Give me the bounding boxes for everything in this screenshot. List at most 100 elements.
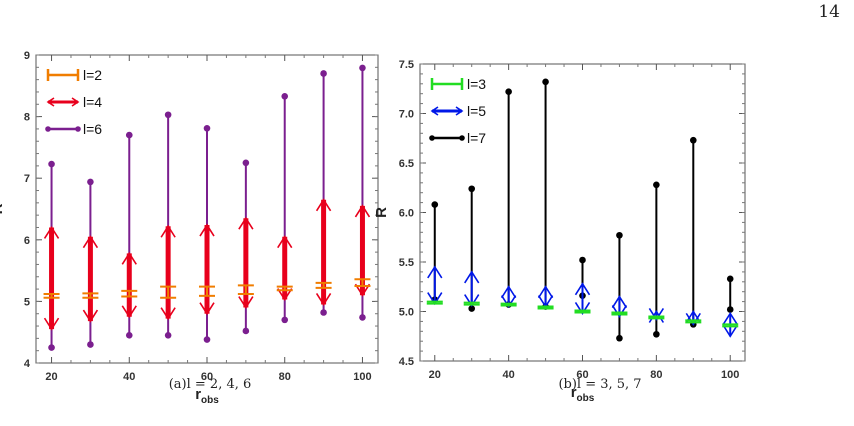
chart0-l=4-cap-low-8	[354, 283, 371, 297]
chart1-x-axis-label-sub: obs	[577, 393, 595, 404]
chart0-ytick-label-0: 4	[24, 358, 31, 370]
chart1-legend-label-l=7: l=7	[467, 130, 486, 146]
chart0-ytick-label-3: 7	[24, 173, 30, 185]
chart0-l=6-cap-high-1	[87, 178, 94, 186]
chart1-l=7-cap-low-5	[616, 334, 623, 342]
chart1-l=5-cap-high-8	[722, 311, 738, 325]
page-number: 14	[818, 2, 840, 22]
chart1-l=5-cap-high-0	[427, 265, 443, 279]
chart1-l=5-cap-low-7	[685, 312, 701, 326]
chart1-l=7-cap-low-6	[653, 330, 660, 338]
chart1-l=7-cap-high-6	[653, 181, 660, 189]
chart0-l=6-cap-high-8	[359, 64, 366, 72]
chart-right: 20 40 60 80 100 4.5 5.0 5.5 6.0 6.5 7.0 7.5 robs Rl=3…	[373, 59, 746, 404]
chart0-xtick-label-3: 80	[279, 371, 291, 383]
chart0-legend-marker-left-l=4	[46, 97, 55, 107]
chart1-y-axis-label: R	[373, 207, 390, 218]
chart0-l=6-cap-high-6	[281, 92, 289, 100]
chart1-series-l=3	[426, 300, 739, 328]
chart1-legend-marker-left-l=5	[430, 106, 439, 116]
chart0-y-axis-label: R	[0, 203, 6, 214]
chart0-legend-item-l=6: l=6	[45, 121, 102, 137]
chart1-xtick-label-3: 80	[650, 369, 662, 381]
chart0-l=4-cap-high-7	[315, 198, 332, 212]
chart0-legend-marker-right-l=4	[71, 97, 80, 107]
caption-left: (a)l = 2, 4, 6	[168, 377, 252, 392]
chart0-legend-marker-left-l=6	[45, 126, 51, 132]
chart1-l=5-cap-high-2	[500, 285, 517, 299]
chart0-legend-marker-right-l=6	[75, 126, 81, 132]
chart1-l=5-cap-low-5	[611, 305, 628, 318]
chart1-l=7-cap-high-2	[505, 88, 512, 96]
chart0-l=4-cap-low-4	[199, 302, 215, 316]
chart0-l=6-cap-low-8	[359, 314, 366, 321]
chart0-l=4-cap-high-1	[82, 235, 99, 249]
chart1-legend-item-l=7: l=7	[429, 130, 486, 146]
chart0-legend-item-l=2: l=2	[46, 67, 102, 83]
chart1-ytick-label-0: 4.5	[399, 356, 414, 368]
chart0-l=4-cap-high-3	[160, 224, 176, 238]
chart0-l=4-cap-low-2	[121, 305, 137, 319]
chart0-l=6-cap-high-0	[48, 160, 55, 168]
chart1-l=7-cap-high-3	[542, 78, 549, 86]
chart0-x-axis-label-sub: obs	[201, 395, 219, 406]
chart0-series-l=2	[43, 278, 371, 299]
chart1-l=7-cap-low-8	[726, 306, 734, 313]
chart0-ytick-label-5: 9	[24, 50, 30, 62]
chart0-l=6-cap-high-4	[203, 125, 211, 132]
chart0-l=4-cap-low-5	[238, 296, 254, 310]
chart1-l=7-cap-high-8	[726, 275, 734, 283]
chart0-l=4-cap-low-7	[315, 293, 332, 306]
chart0-l=4-cap-low-0	[43, 317, 60, 331]
chart1-legend-marker-left-l=7	[429, 135, 435, 141]
chart1-legend-marker-right-l=5	[455, 106, 464, 116]
chart1-l=5-cap-high-3	[537, 285, 554, 299]
chart0-ytick-label-1: 5	[24, 296, 30, 308]
chart1-l=5-cap-high-4	[574, 282, 591, 296]
chart1-ytick-label-1: 5.0	[399, 307, 414, 319]
chart0-l=6-cap-low-6	[281, 316, 289, 324]
chart0-x-axis-label: robs	[195, 386, 219, 406]
chart1-xtick-label-4: 100	[721, 369, 739, 381]
chart0-l=6-cap-low-1	[87, 341, 94, 348]
chart0-l=4-cap-high-0	[43, 225, 60, 239]
chart0-xtick-label-1: 40	[123, 371, 135, 383]
chart0-l=4-cap-high-4	[199, 223, 215, 237]
chart1-l=7-cap-high-1	[468, 185, 476, 193]
chart0-l=4-cap-low-1	[82, 309, 99, 323]
chart1-legend-marker-right-l=7	[459, 135, 465, 141]
chart0-l=6-cap-low-4	[203, 336, 211, 343]
chart0-l=4-cap-high-8	[354, 204, 371, 218]
chart0-l=6-cap-high-3	[164, 111, 172, 119]
chart0-ytick-label-4: 8	[24, 112, 30, 124]
chart1-ytick-label-3: 6.0	[399, 208, 414, 220]
chart1-x-axis-label: robs	[571, 384, 595, 404]
chart0-l=4-cap-low-6	[277, 288, 293, 302]
chart1-xtick-label-2: 60	[576, 369, 588, 381]
chart0-legend-label-l=6: l=6	[83, 121, 102, 137]
chart1-l=5-cap-high-7	[685, 310, 701, 323]
chart0-l=6-cap-low-5	[242, 327, 250, 335]
caption-right: (b)l = 3, 5, 7	[558, 377, 642, 392]
chart0-xtick-label-2: 60	[201, 371, 213, 383]
chart0-l=6-cap-low-3	[164, 331, 172, 339]
chart0-l=6-cap-low-0	[48, 344, 55, 351]
chart1-legend-item-l=3: l=3	[430, 76, 486, 92]
chart0-l=4-cap-high-5	[238, 216, 254, 230]
chart0-l=6-cap-high-5	[242, 159, 250, 167]
chart0-l=6-cap-low-7	[320, 309, 327, 316]
chart1-l=7-cap-high-7	[689, 136, 697, 144]
chart1-legend: l=3 l=5 l=7	[429, 76, 486, 146]
chart1-l=7-cap-high-0	[431, 201, 439, 208]
chart1-l=7-cap-high-4	[579, 256, 586, 264]
chart1-ytick-label-2: 5.5	[399, 257, 414, 269]
chart0-xtick-label-0: 20	[45, 371, 57, 383]
chart0-l=6-cap-high-2	[125, 131, 133, 139]
chart-left: 20 40 60 80 100 4 5 6 7 8 9 robs Rl=2 l=4 l=6	[0, 50, 379, 406]
chart1-legend-label-l=3: l=3	[467, 76, 486, 92]
chart0-legend-label-l=4: l=4	[83, 94, 102, 110]
chart0-xtick-label-4: 100	[353, 371, 371, 383]
chart1-xtick-label-1: 40	[503, 369, 515, 381]
chart0-l=6-cap-low-2	[125, 331, 133, 339]
chart0-l=4-cap-high-2	[121, 251, 137, 265]
